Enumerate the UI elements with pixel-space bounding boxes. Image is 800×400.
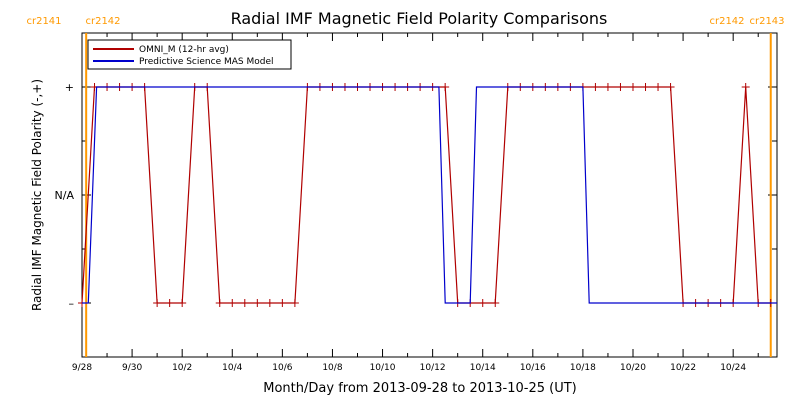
legend: OMNI_M (12-hr avg) Predictive Science MA… [87,39,292,70]
x-tick-label: 10/14 [470,363,496,373]
data-point-omni [265,299,274,307]
x-tick-label: 10/4 [222,363,242,373]
legend-label-mas: Predictive Science MAS Model [139,57,274,67]
data-point-omni [628,83,637,91]
y-axis-label: Radial IMF Magnetic Field Polarity (-,+) [30,79,44,311]
data-point-omni [591,83,600,91]
legend-label-omni: OMNI_M (12-hr avg) [139,45,229,55]
data-point-omni [253,299,262,307]
x-tick-label: 9/28 [72,363,92,373]
data-point-omni [278,299,287,307]
data-point-omni [603,83,612,91]
data-point-omni [228,299,237,307]
data-point-omni [491,299,500,307]
x-tick-label: 10/2 [172,363,192,373]
carrington-right-second: cr2143 [749,16,784,27]
y-tick-label: N/A [55,189,75,202]
x-tick-label: 10/8 [322,363,342,373]
data-point-omni [290,299,299,307]
x-tick-label: 10/20 [620,363,646,373]
data-point-omni [641,83,650,91]
data-point-omni [741,83,750,91]
y-axis: + N/A – [55,32,777,358]
x-tick-label: 10/16 [520,363,546,373]
x-axis: 9/28 9/30 10/2 10/4 10/6 10/8 10/10 10/12 10/14 1… [72,33,759,373]
x-axis-label: Month/Day from 2013-09-28 to 2013-10-25 … [263,381,576,396]
data-point-omni [616,83,625,91]
series-mas-line [82,86,777,304]
y-tick-label: + [65,81,74,94]
x-tick-label: 10/12 [420,363,446,373]
x-tick-label: 9/30 [122,363,142,373]
data-point-omni [165,299,174,307]
data-point-omni [666,83,675,91]
data-point-omni [441,83,450,91]
legend-box [87,39,292,70]
carrington-right-first: cr2142 [709,16,744,27]
data-point-omni [215,299,224,307]
data-point-omni [654,83,663,91]
chart-title: Radial IMF Magnetic Field Polarity Compa… [231,9,608,28]
x-tick-label: 10/18 [570,363,596,373]
x-tick-label: 10/22 [670,363,696,373]
data-point-omni [478,299,487,307]
x-tick-label: 10/10 [370,363,396,373]
carrington-left-first: cr2141 [26,16,61,27]
data-point-omni [240,299,249,307]
series-layer [78,83,777,307]
x-tick-label: 10/6 [272,363,292,373]
y-tick-label: – [69,297,75,310]
carrington-left-second: cr2142 [85,16,120,27]
data-point-omni [153,299,162,307]
data-point-omni [178,299,187,307]
x-tick-label: 10/24 [720,363,746,373]
